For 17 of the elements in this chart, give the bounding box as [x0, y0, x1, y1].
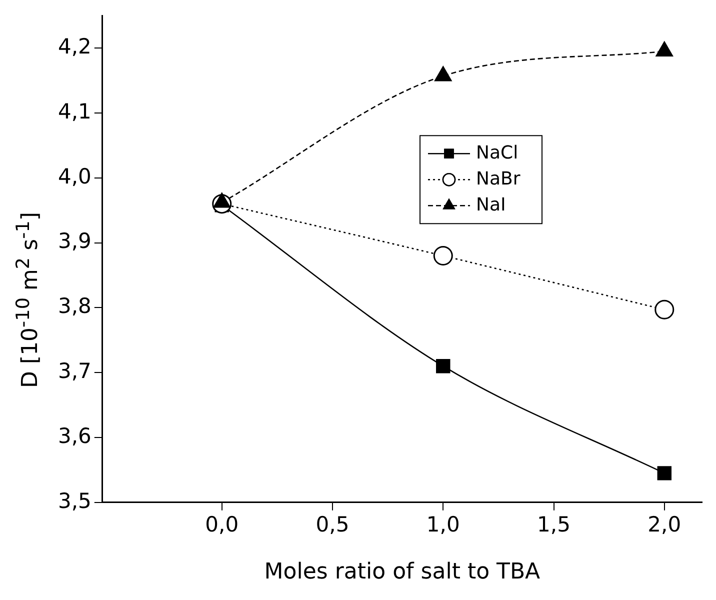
x-tick-label: 0,5	[316, 512, 350, 536]
y-tick-label: 3,7	[58, 359, 92, 384]
y-tick-label: 4,1	[58, 99, 92, 124]
y-tick-label: 3,8	[58, 294, 92, 318]
y-tick-label: 4,0	[58, 164, 92, 188]
x-tick-label: 1,5	[537, 512, 570, 536]
x-tick-label: 2,0	[648, 512, 682, 536]
legend-label: NaCl	[476, 142, 518, 164]
x-axis-title: Moles ratio of salt to TBA	[264, 560, 540, 585]
y-tick-label: 3,5	[58, 488, 92, 513]
y-tick-label: 3,6	[58, 424, 92, 448]
x-tick-label: 0,0	[205, 512, 239, 536]
legend-label: NaBr	[476, 168, 521, 190]
y-tick-label: 4,2	[58, 34, 92, 59]
legend-label: NaI	[476, 194, 506, 216]
y-tick-label: 3,9	[58, 229, 92, 254]
x-tick-label: 1,0	[426, 512, 460, 536]
